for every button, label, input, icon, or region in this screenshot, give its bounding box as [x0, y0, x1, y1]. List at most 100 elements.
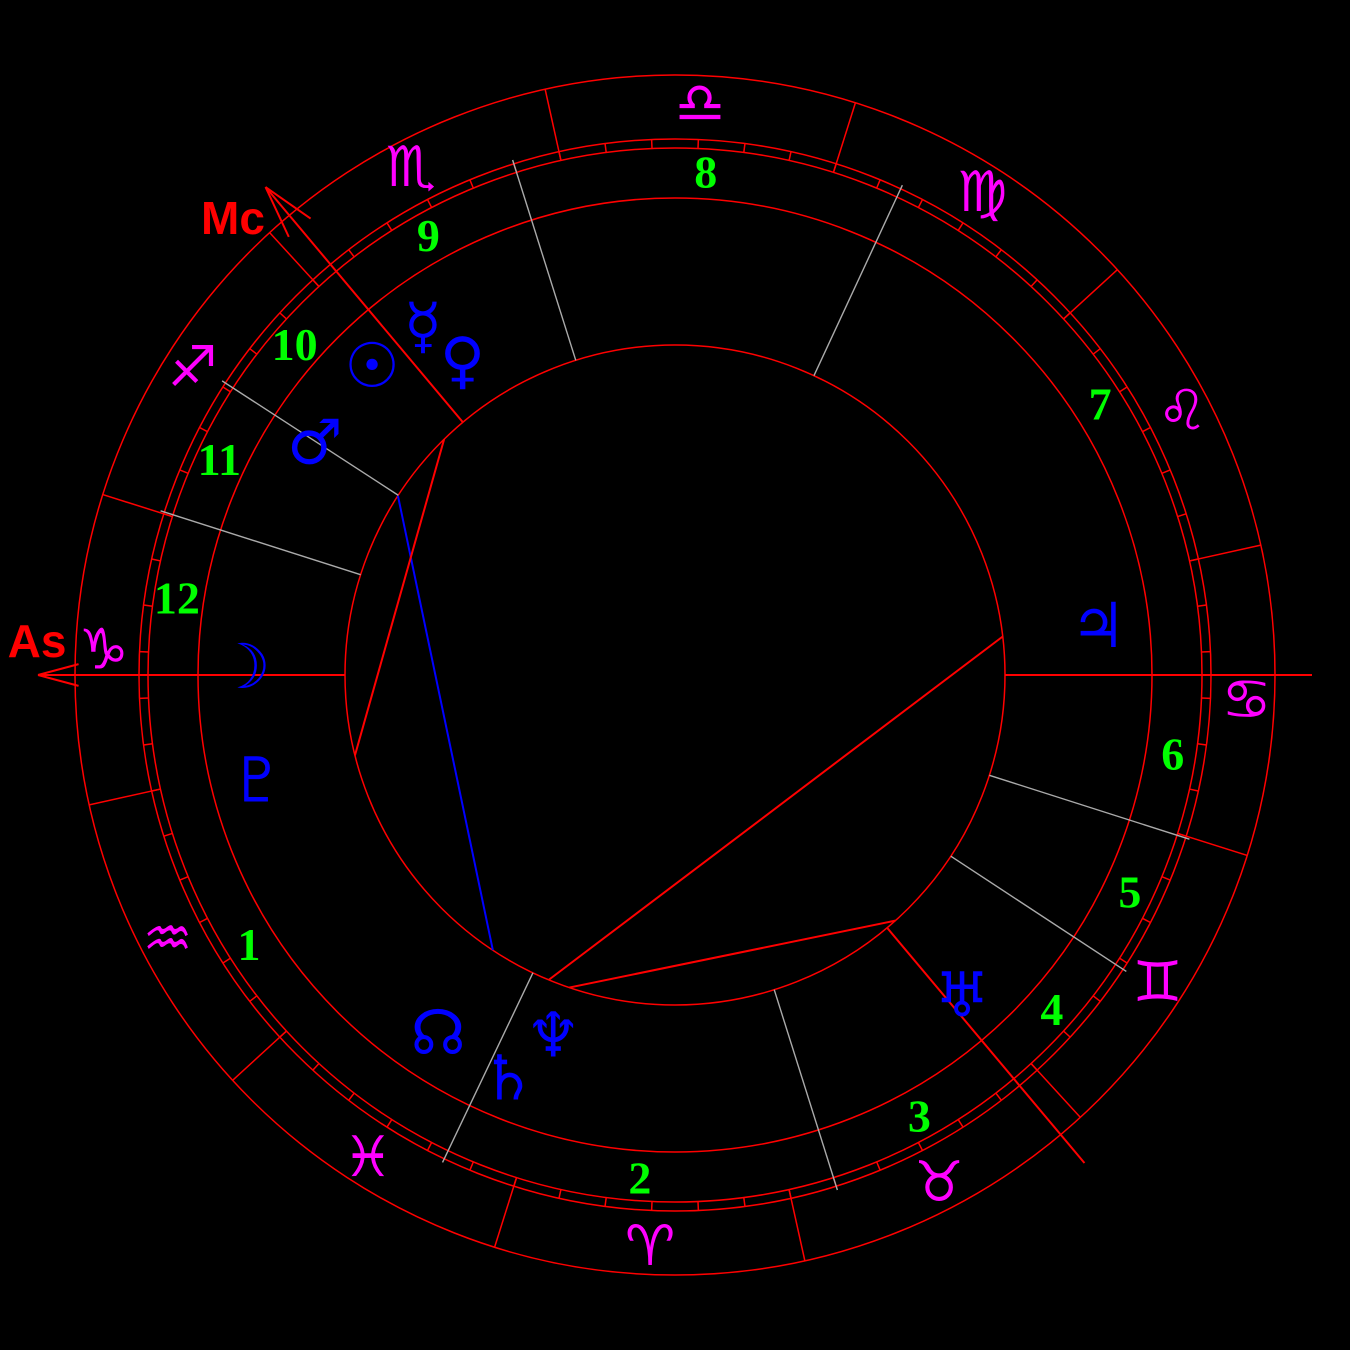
planet-sun-icon: ☉ [344, 329, 400, 402]
sign-boundary-line [832, 102, 857, 173]
planet-moon-icon: ☽ [215, 630, 271, 703]
axis-arrowhead-ascendant [37, 674, 79, 687]
zodiac-sign-aries-icon: ♈ [625, 1214, 675, 1279]
house-number-12: 12 [154, 572, 200, 623]
degree-tick [1119, 386, 1128, 393]
house-cusp-5 [950, 855, 1127, 973]
zodiac-sign-capricorn-icon: ♑ [78, 618, 128, 683]
house-number-10: 10 [272, 319, 318, 370]
aspect-line-sun-pluto [353, 438, 446, 756]
house-cusp-2 [441, 972, 534, 1163]
aspect-line-jupiter-saturn [548, 635, 1004, 981]
axis-arrowhead-midheaven [264, 186, 290, 238]
planet-jupiter-icon: ♃ [1070, 589, 1126, 662]
degree-tick [469, 1161, 475, 1171]
degree-tick [143, 743, 153, 746]
degree-tick [348, 249, 355, 258]
degree-tick [1092, 995, 1101, 1002]
degree-tick [1177, 513, 1187, 518]
house-number-4: 4 [1040, 984, 1063, 1035]
zodiac-sign-scorpio-icon: ♏ [386, 135, 436, 200]
degree-tick [743, 143, 746, 153]
house-number-5: 5 [1118, 866, 1141, 917]
degree-tick [348, 1092, 355, 1101]
house-cusp-8 [813, 184, 903, 376]
sign-boundary-line [232, 1030, 287, 1081]
house-number-7: 7 [1089, 379, 1112, 430]
degree-tick [995, 1092, 1002, 1101]
axis-line-midheaven [264, 186, 464, 423]
degree-tick [1197, 743, 1207, 746]
degree-tick [957, 222, 964, 231]
sign-boundary-line [788, 1189, 806, 1261]
degree-tick [604, 1197, 607, 1207]
sign-boundary-line [1177, 832, 1248, 857]
zodiac-sign-gemini-icon: ♊ [1132, 950, 1182, 1015]
degree-tick [312, 1063, 320, 1071]
zodiac-sign-libra-icon: ♎ [675, 71, 725, 136]
aspect-line-neptune-uranus [568, 919, 896, 989]
degree-tick [199, 426, 208, 433]
degree-tick [1063, 1030, 1071, 1038]
degree-tick [558, 1189, 562, 1199]
sign-boundary-line [102, 493, 173, 518]
degree-tick [386, 222, 393, 231]
degree-tick [163, 832, 173, 837]
house-number-9: 9 [417, 210, 440, 261]
planet-mars-icon: ♂ [287, 405, 343, 478]
degree-tick [1119, 957, 1128, 964]
house-cusp-3 [773, 989, 839, 1191]
degree-tick [179, 469, 189, 475]
axis-arrowhead-ascendant [37, 663, 79, 676]
planet-mercury-icon: ☿ [404, 289, 442, 362]
axis-label-as: As [8, 615, 67, 667]
degree-tick [222, 957, 231, 964]
house-number-8: 8 [694, 146, 717, 197]
planet-node-icon: ☊ [411, 996, 466, 1069]
degree-tick [1030, 279, 1038, 287]
house-number-2: 2 [628, 1152, 651, 1203]
zodiac-sign-leo-icon: ♌ [1157, 378, 1207, 443]
degree-tick [957, 1119, 964, 1128]
degree-tick [1161, 469, 1171, 475]
degree-tick [604, 143, 607, 153]
planet-saturn-icon: ♄ [480, 1041, 536, 1114]
zodiac-sign-aquarius-icon: ♒ [143, 907, 193, 972]
axis-arrowhead-midheaven [264, 186, 312, 220]
sign-boundary-line [1030, 1063, 1081, 1118]
sign-boundary-line [493, 1177, 518, 1248]
planet-uranus-icon: ♅ [934, 959, 990, 1032]
degree-tick [1142, 426, 1151, 433]
degree-tick [1161, 875, 1171, 881]
zodiac-sign-pisces-icon: ♓ [343, 1125, 393, 1190]
degree-tick [143, 604, 153, 607]
degree-tick [179, 875, 189, 881]
degree-tick [875, 1161, 881, 1171]
house-number-11: 11 [198, 434, 241, 485]
degree-tick [788, 151, 792, 161]
degree-tick [1197, 604, 1207, 607]
planet-neptune-icon: ♆ [525, 998, 581, 1071]
degree-tick [249, 348, 258, 355]
axis-label-mc: Mc [201, 192, 265, 244]
degree-tick [917, 1142, 924, 1151]
degree-tick [1092, 348, 1101, 355]
zodiac-sign-taurus-icon: ♉ [914, 1150, 964, 1215]
degree-tick [875, 179, 881, 189]
degree-tick [279, 312, 287, 320]
degree-tick [151, 558, 161, 562]
house-cusp-11 [221, 380, 399, 496]
degree-tick [426, 199, 433, 208]
sign-boundary-line [89, 788, 161, 806]
aspect-line-mars-node [396, 495, 494, 951]
house-cusp-6 [989, 774, 1190, 840]
zodiac-sign-sagittarius-icon: ♐ [167, 335, 217, 400]
degree-tick [1142, 917, 1151, 924]
sign-boundary-line [544, 89, 562, 161]
degree-tick [469, 179, 475, 189]
house-number-6: 6 [1161, 728, 1184, 779]
sign-boundary-line [269, 232, 320, 287]
planet-pluto-icon: ♇ [229, 743, 285, 816]
